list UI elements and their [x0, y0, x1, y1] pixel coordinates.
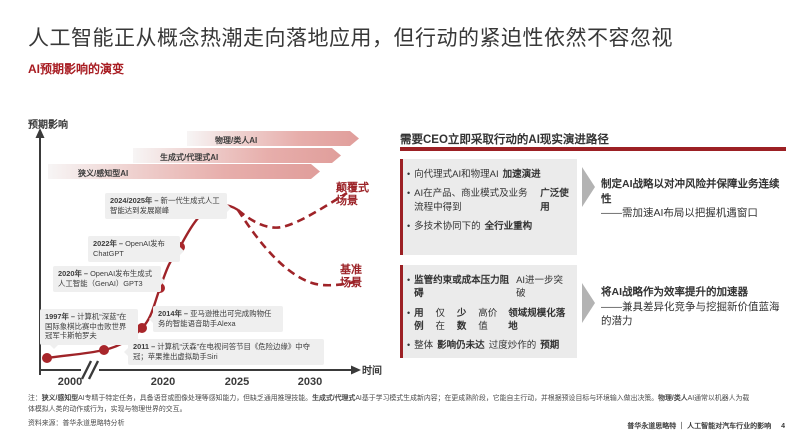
milestone-callout-1997: 1997年 – 计算机“深蓝”在国际象棋比赛中击败世界冠军卡斯帕罗夫 — [40, 309, 138, 349]
data-point-1997 — [42, 353, 52, 363]
y-axis-label: 预期影响 — [28, 120, 68, 131]
milestone-callout-2022: 2022年 – OpenAI发布ChatGPT — [88, 236, 184, 263]
era-band-label: 狭义/感知型AI — [78, 169, 129, 178]
baseline-scenario-label: 基准 场景 — [340, 264, 362, 289]
data-point-2011 — [99, 345, 109, 355]
disruptive-scenario-label: 颠覆式 场景 — [336, 182, 369, 207]
x-tick-2025: 2025 — [224, 376, 250, 388]
header-rule — [400, 147, 786, 151]
callout-pointer — [226, 202, 236, 213]
x-axis-label: 时间 — [362, 366, 382, 377]
era-band-label: 物理/类人AI — [215, 136, 258, 145]
milestone-callout-2014: 2014年 – 亚马逊推出可完成购物任务的智能语音助手Alexa — [149, 306, 283, 333]
x-axis-arrow-icon — [351, 365, 361, 375]
callout-pointer — [119, 346, 129, 357]
hype-cycle-chart: 预期影响 时间 2000 2020 2025 2030 狭义/感知型AI 生成式… — [20, 108, 418, 398]
callout-pointer — [144, 313, 154, 324]
callout-pointer — [179, 245, 189, 256]
source-note: 资料来源：普华永道思略特分析 — [28, 420, 125, 427]
footnote: 注：狭义/感知型AI专精于特定任务，具备语音或图像处理等感知能力，但缺乏通用推理… — [28, 395, 750, 414]
y-axis-arrow-icon — [35, 128, 45, 138]
page-number: 4 — [781, 423, 785, 430]
arrow-right-icon — [582, 283, 595, 323]
chart-subtitle: AI预期影响的演变 — [28, 62, 125, 76]
axis-break-icon — [87, 360, 100, 380]
disruptive-conclusion: 制定AI战略以对冲风险并保障业务连续性 ——需加速AI布局以把握机遇窗口 — [601, 178, 780, 220]
page-title: 人工智能正从概念热潮走向落地应用，但行动的紧迫性依然不容忽视 — [28, 26, 673, 50]
callout-pointer — [160, 275, 170, 286]
milestone-callout-2024-2025: 2024/2025年 – 新一代生成式人工智能达到发展巅峰 — [105, 193, 231, 220]
baseline-scenario-curve — [236, 209, 356, 287]
era-band-physical-humanoid-ai: 物理/类人AI — [187, 131, 359, 146]
milestone-callout-2011: 2011 – 计算机“沃森”在电视问答节目《危险边缘》中夺冠；苹果推出虚拟助手S… — [124, 339, 324, 366]
callout-pointer — [49, 343, 59, 354]
era-band-label: 生成式/代理式AI — [160, 153, 219, 162]
baseline-conclusion: 将AI战略作为效率提升的加速器 ——兼具差异化竞争与挖掘新价值蓝海的潜力 — [601, 286, 780, 328]
axis-break-icon — [80, 360, 93, 380]
x-tick-2020: 2020 — [150, 376, 176, 388]
x-tick-2000: 2000 — [57, 376, 83, 388]
panel-header: 需要CEO立即采取行动的AI现实演进路径 — [400, 134, 609, 146]
page-footer: 普华永道思略特 ｜ 人工智能对汽车行业的影响 4 — [500, 421, 785, 431]
x-tick-2030: 2030 — [297, 376, 323, 388]
data-point-2014 — [137, 323, 147, 333]
era-band-generative-agentic-ai: 生成式/代理式AI — [133, 148, 341, 163]
milestone-callout-2020: 2020年 – OpenAI发布生成式人工智能（GenAI）GPT3 — [53, 266, 165, 293]
disruptive-scenario-curve — [237, 191, 348, 229]
report-title: 普华永道思略特 ｜ 人工智能对汽车行业的影响 — [627, 423, 772, 430]
era-band-narrow-perception-ai: 狭义/感知型AI — [48, 164, 320, 179]
arrow-right-icon — [582, 167, 595, 207]
